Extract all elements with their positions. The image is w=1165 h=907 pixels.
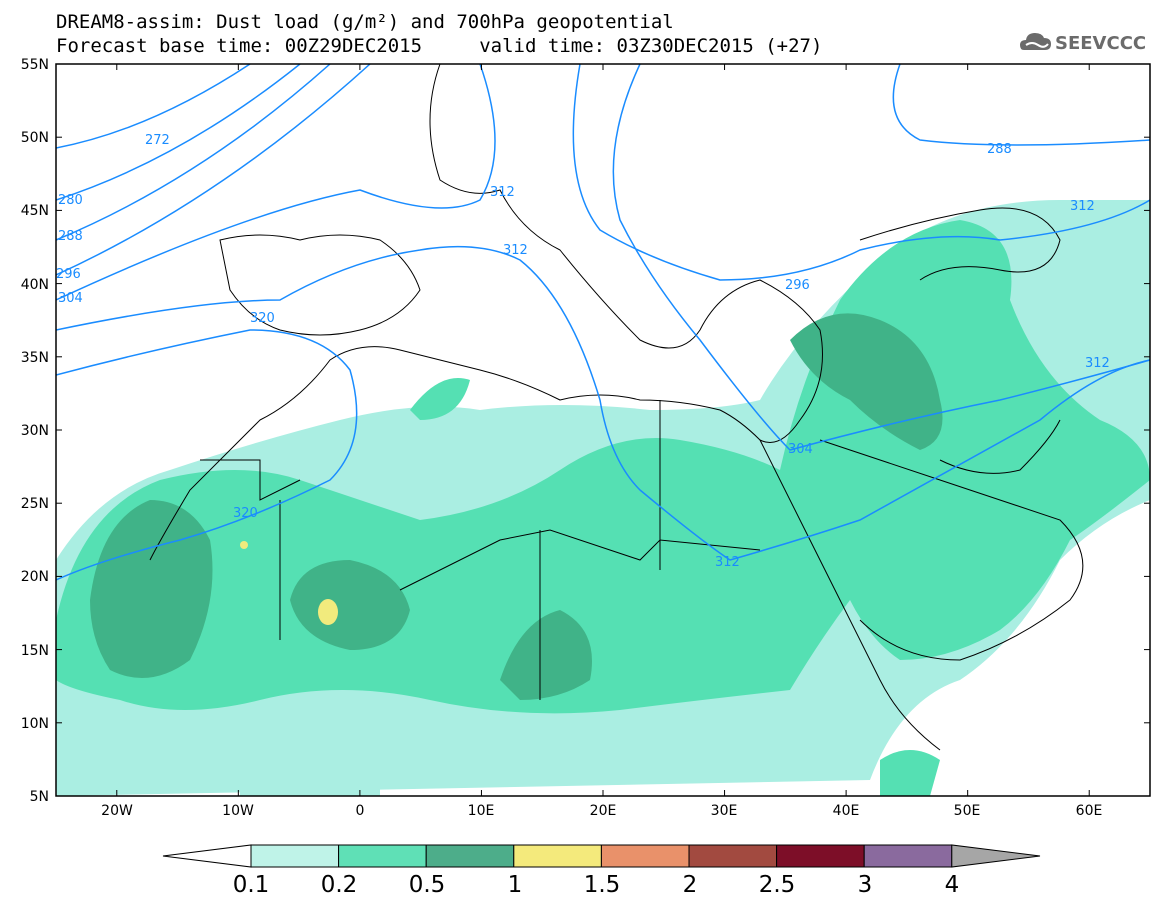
colorbar-segments [162, 844, 1041, 868]
longitude-axis: 20W 10W 0 10E 20E 30E 40E 50E 60E [101, 803, 1102, 819]
contour-label: 296 [56, 267, 81, 282]
contour-label: 320 [233, 506, 258, 521]
lat-tick-label: 40N [21, 277, 49, 293]
lon-tick-label: 20E [590, 803, 617, 819]
logo-text: SEEVCCC [1055, 33, 1146, 54]
contour-label: 312 [1070, 199, 1095, 214]
forecast-time-line: Forecast base time: 00Z29DEC2015 valid t… [56, 35, 823, 57]
colorbar-label: 2.5 [759, 872, 796, 898]
colorbar-segment [513, 844, 602, 868]
seevccc-logo: SEEVCCC [1020, 33, 1146, 54]
contour-label: 280 [58, 193, 83, 208]
lat-tick-label: 10N [21, 716, 49, 732]
lon-tick-label: 10E [468, 803, 495, 819]
contour-label: 296 [785, 278, 810, 293]
contour-label: 312 [1085, 356, 1110, 371]
colorbar: 0.1 0.2 0.5 1 1.5 2 2.5 3 4 [162, 844, 1041, 898]
lat-tick-label: 35N [21, 350, 49, 366]
contour-label: 288 [987, 142, 1012, 157]
contour-label: 312 [715, 555, 740, 570]
colorbar-segment [688, 844, 778, 868]
colorbar-labels: 0.1 0.2 0.5 1 1.5 2 2.5 3 4 [233, 872, 960, 898]
contour-label: 320 [250, 311, 275, 326]
colorbar-segment [338, 844, 427, 868]
colorbar-label: 3 [858, 872, 873, 898]
colorbar-label: 0.2 [321, 872, 358, 898]
colorbar-label: 0.5 [409, 872, 446, 898]
colorbar-label: 0.1 [233, 872, 270, 898]
dust-layer-1 [240, 541, 338, 625]
contour-label: 312 [490, 185, 515, 200]
contour-label: 304 [58, 291, 83, 306]
lat-tick-label: 15N [21, 643, 49, 659]
lat-tick-label: 55N [21, 57, 49, 73]
coastlines-borders [149, 64, 1084, 751]
colorbar-arrow-high [951, 844, 1041, 868]
lon-tick-label: 30E [711, 803, 738, 819]
colorbar-label: 2 [683, 872, 698, 898]
map-title: DREAM8-assim: Dust load (g/m²) and 700hP… [56, 11, 674, 33]
contour-label: 304 [788, 442, 813, 457]
lon-tick-label: 60E [1076, 803, 1103, 819]
contour-label: 288 [58, 229, 83, 244]
lon-tick-label: 40E [833, 803, 860, 819]
latitude-axis: 55N 50N 45N 40N 35N 30N 25N 20N 15N 10N … [21, 57, 49, 805]
colorbar-label: 1 [508, 872, 523, 898]
lon-tick-label: 0 [356, 803, 365, 819]
lat-tick-label: 45N [21, 203, 49, 219]
contour-label: 312 [503, 243, 528, 258]
colorbar-segment [250, 844, 340, 868]
colorbar-segment [425, 844, 515, 868]
lon-tick-label: 50E [954, 803, 981, 819]
lat-tick-label: 5N [30, 789, 49, 805]
colorbar-label: 1.5 [584, 872, 621, 898]
dust-layer-05 [90, 313, 943, 700]
lat-tick-label: 25N [21, 496, 49, 512]
colorbar-segment [863, 844, 953, 868]
lat-tick-label: 20N [21, 569, 49, 585]
lon-tick-label: 10W [222, 803, 254, 819]
colorbar-segment [776, 844, 865, 868]
geopotential-isolines [56, 64, 1150, 581]
lat-tick-label: 50N [21, 130, 49, 146]
map-content: 272 280 288 296 304 312 320 312 312 296 … [56, 64, 1150, 796]
colorbar-segment [600, 844, 690, 868]
contour-labels: 272 280 288 296 304 312 320 312 312 296 … [56, 133, 1110, 570]
lat-tick-label: 30N [21, 423, 49, 439]
lon-tick-label: 20W [101, 803, 133, 819]
axis-ticks [56, 63, 1150, 797]
contour-label: 272 [145, 133, 170, 148]
colorbar-arrow-low [162, 844, 252, 868]
colorbar-label: 4 [945, 872, 960, 898]
cloud-icon [1020, 33, 1051, 50]
